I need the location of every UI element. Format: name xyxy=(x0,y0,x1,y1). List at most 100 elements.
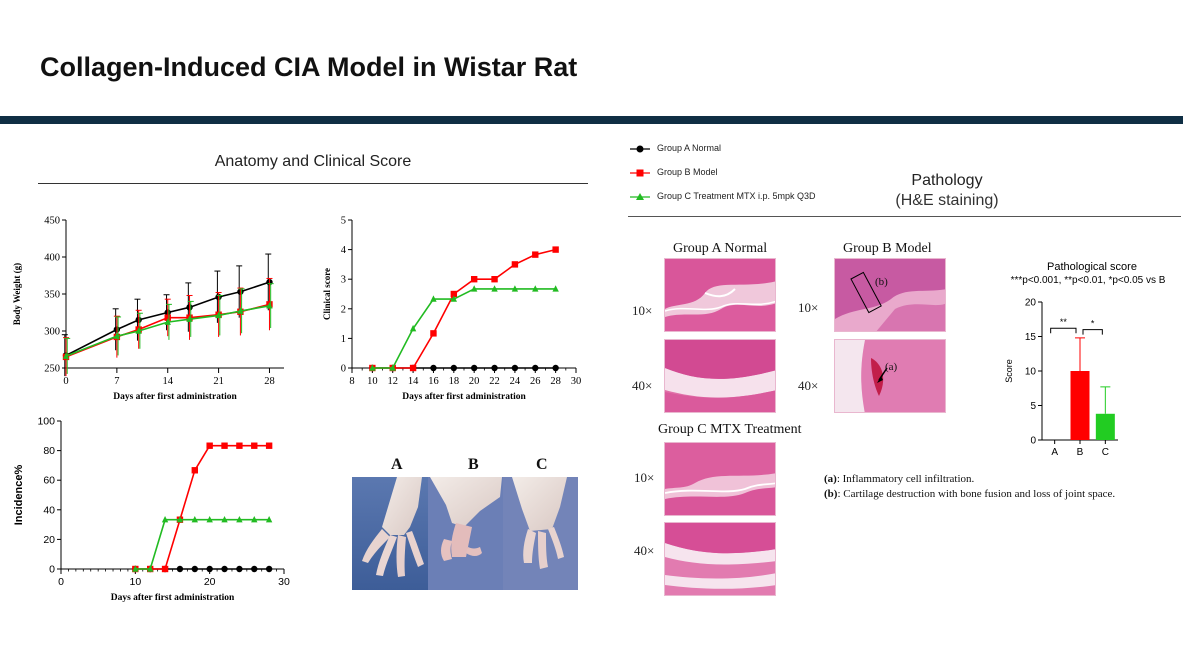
y-tick-label: 0 xyxy=(49,564,55,576)
data-point xyxy=(147,565,154,572)
note-a: (a): Inflammatory cell infiltration. xyxy=(824,473,974,485)
x-tick-label: 30 xyxy=(278,576,290,588)
data-point xyxy=(430,364,437,372)
incidence-chart: 0 20 40 60 80 100 0 10 20 30 Days after first admi… xyxy=(13,416,290,604)
header-band xyxy=(0,116,1183,124)
x-tick-label: 30 xyxy=(571,376,582,387)
y-tick-label: 80 xyxy=(43,445,55,457)
series-line xyxy=(135,444,270,570)
y-tick-label: 15 xyxy=(1025,332,1037,343)
data-point xyxy=(265,565,273,573)
data-point xyxy=(62,352,70,359)
ps-title: Pathological score xyxy=(1047,261,1137,273)
data-point xyxy=(206,516,213,523)
mag-c-40x: 40× xyxy=(634,543,655,558)
mag-b-10x: 10× xyxy=(798,300,819,315)
significance-bracket xyxy=(1050,327,1077,334)
data-point xyxy=(552,246,559,253)
paw-photo-labels: A B C xyxy=(352,456,578,476)
significance-label: ** xyxy=(1060,317,1068,327)
legend-marker-a xyxy=(636,145,644,153)
data-point xyxy=(265,516,273,523)
histo-image-c-10x xyxy=(664,442,776,516)
y-axis-label: Clinical score xyxy=(322,268,332,320)
anatomy-section-divider xyxy=(38,183,588,184)
data-point xyxy=(191,467,198,474)
data-point xyxy=(215,311,222,319)
legend-label-b: Group B Model xyxy=(657,167,718,177)
data-point xyxy=(176,565,184,573)
legend-label-a: Group A Normal xyxy=(657,143,722,153)
data-point xyxy=(236,516,243,523)
data-point xyxy=(221,516,228,523)
data-point xyxy=(221,565,228,573)
data-point xyxy=(491,364,498,372)
data-point xyxy=(206,565,213,573)
series-1 xyxy=(132,442,273,573)
x-tick-label: 7 xyxy=(114,376,119,387)
data-point xyxy=(552,364,559,372)
x-tick-label: 28 xyxy=(550,376,561,387)
data-point xyxy=(191,516,198,523)
data-point xyxy=(191,565,198,573)
data-point xyxy=(135,327,142,334)
data-point xyxy=(369,364,376,371)
data-point xyxy=(236,565,243,573)
data-point xyxy=(221,442,228,449)
data-point xyxy=(265,442,273,449)
data-point xyxy=(532,285,539,292)
mag-a-40x: 40× xyxy=(632,378,653,393)
y-axis-label: Incidence% xyxy=(13,465,25,526)
data-point xyxy=(132,565,139,572)
data-point xyxy=(511,285,519,292)
data-point xyxy=(450,364,458,372)
y-tick-label: 4 xyxy=(341,245,347,256)
paw-photo-b xyxy=(428,477,503,590)
y-tick-label: 40 xyxy=(43,504,55,516)
data-point xyxy=(389,364,396,371)
data-point xyxy=(470,276,478,283)
x-tick-label: B xyxy=(1077,447,1084,458)
note-b-key: (b) xyxy=(824,488,838,500)
legend-markers xyxy=(630,145,650,200)
mag-a-10x: 10× xyxy=(632,303,653,318)
y-tick-label: 300 xyxy=(44,327,60,338)
paw-photos xyxy=(352,477,578,590)
y-tick-label: 0 xyxy=(341,364,346,375)
data-point xyxy=(164,314,171,321)
data-point xyxy=(491,285,498,292)
data-point xyxy=(251,565,258,573)
y-tick-label: 350 xyxy=(44,290,60,301)
y-tick-label: 400 xyxy=(44,253,60,264)
histo-title-c: Group C MTX Treatment xyxy=(658,422,802,437)
y-tick-label: 100 xyxy=(37,416,55,428)
data-point xyxy=(470,364,478,372)
data-point xyxy=(491,276,498,283)
data-point xyxy=(532,251,539,258)
paw-label-c: C xyxy=(536,456,548,473)
data-point xyxy=(266,302,273,309)
data-point xyxy=(251,516,258,523)
paw-photo-a xyxy=(352,477,428,590)
note-a-key: (a) xyxy=(824,473,837,485)
data-point xyxy=(176,516,184,523)
histo-title-b: Group B Model xyxy=(843,241,932,256)
series-1 xyxy=(369,246,559,372)
y-tick-label: 60 xyxy=(43,475,55,487)
data-point xyxy=(511,364,519,372)
legend: Group A Normal Group B Model Group C Tre… xyxy=(628,140,868,210)
data-point xyxy=(511,261,519,268)
series-2 xyxy=(132,516,273,572)
x-tick-label: 14 xyxy=(408,376,419,387)
histo-image-b-10x: (b) xyxy=(834,258,946,332)
y-tick-label: 10 xyxy=(1025,367,1037,378)
paw-label-a: A xyxy=(391,456,403,473)
slide-title: Collagen-Induced CIA Model in Wistar Rat xyxy=(40,52,578,82)
series-line xyxy=(65,281,270,357)
y-tick-label: 450 xyxy=(44,216,60,227)
y-tick-label: 2 xyxy=(341,304,346,315)
pathology-subtitle: (H&E staining) xyxy=(895,192,999,209)
x-tick-label: 14 xyxy=(162,376,173,387)
mag-c-10x: 10× xyxy=(634,470,655,485)
